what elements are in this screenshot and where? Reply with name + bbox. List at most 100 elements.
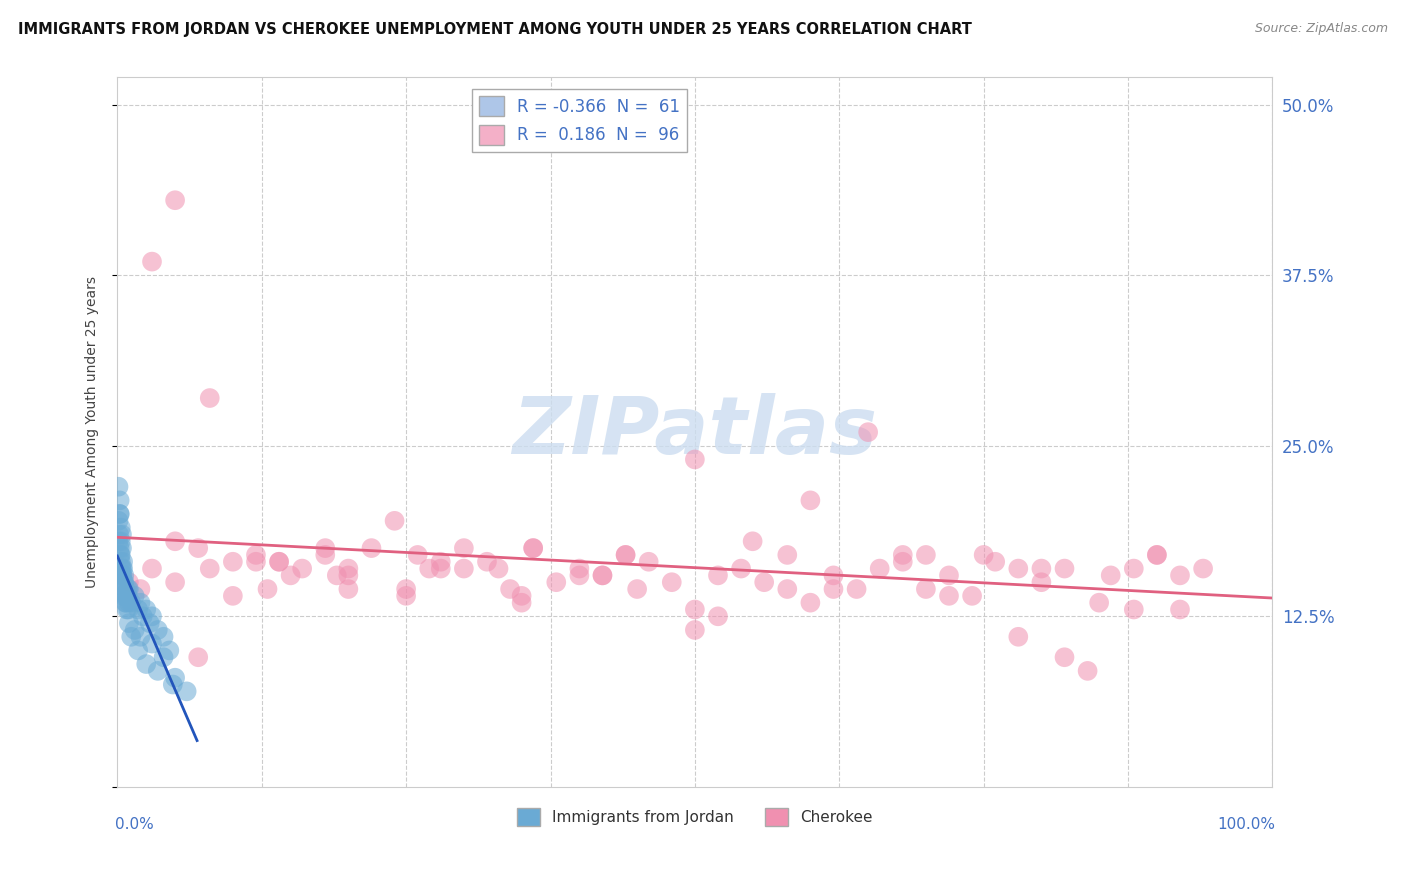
Point <box>114 596 136 610</box>
Point <box>117 602 139 616</box>
Point <box>1122 561 1144 575</box>
Point <box>110 548 132 562</box>
Point <box>245 548 267 562</box>
Point <box>730 561 752 575</box>
Point <box>337 568 360 582</box>
Point <box>117 582 139 596</box>
Point <box>127 602 149 616</box>
Point <box>152 650 174 665</box>
Point <box>280 568 302 582</box>
Point <box>138 616 160 631</box>
Point <box>107 480 129 494</box>
Point <box>146 623 169 637</box>
Point <box>110 521 132 535</box>
Point <box>1168 568 1191 582</box>
Point <box>741 534 763 549</box>
Point <box>546 575 568 590</box>
Point <box>111 561 134 575</box>
Point <box>112 561 135 575</box>
Point <box>1146 548 1168 562</box>
Point <box>915 582 938 596</box>
Point <box>799 596 821 610</box>
Point <box>141 254 163 268</box>
Point <box>110 534 132 549</box>
Point <box>683 452 706 467</box>
Point <box>112 575 135 590</box>
Point <box>973 548 995 562</box>
Point <box>754 575 776 590</box>
Point <box>568 568 591 582</box>
Point <box>115 602 138 616</box>
Point <box>984 555 1007 569</box>
Point <box>337 561 360 575</box>
Point <box>938 589 960 603</box>
Point <box>111 527 134 541</box>
Point <box>661 575 683 590</box>
Point <box>129 630 152 644</box>
Legend: Immigrants from Jordan, Cherokee: Immigrants from Jordan, Cherokee <box>512 802 879 832</box>
Point <box>856 425 879 439</box>
Point <box>1007 630 1029 644</box>
Point <box>395 589 418 603</box>
Point <box>222 589 245 603</box>
Point <box>198 391 221 405</box>
Point <box>115 596 138 610</box>
Point <box>960 589 983 603</box>
Point <box>108 507 131 521</box>
Point <box>314 548 336 562</box>
Point <box>406 548 429 562</box>
Point <box>152 630 174 644</box>
Point <box>111 541 134 555</box>
Point <box>1192 561 1215 575</box>
Point <box>915 548 938 562</box>
Point <box>453 541 475 555</box>
Point <box>124 623 146 637</box>
Point <box>114 589 136 603</box>
Point <box>114 582 136 596</box>
Y-axis label: Unemployment Among Youth under 25 years: Unemployment Among Youth under 25 years <box>86 277 100 588</box>
Point <box>845 582 868 596</box>
Point <box>120 596 142 610</box>
Point <box>510 589 533 603</box>
Point <box>891 555 914 569</box>
Point <box>938 568 960 582</box>
Point <box>162 677 184 691</box>
Point <box>267 555 290 569</box>
Point <box>395 582 418 596</box>
Point <box>1088 596 1111 610</box>
Point <box>337 582 360 596</box>
Point <box>488 561 510 575</box>
Point <box>256 582 278 596</box>
Point <box>118 575 141 590</box>
Point <box>115 589 138 603</box>
Point <box>1053 650 1076 665</box>
Point <box>141 609 163 624</box>
Text: ZIPatlas: ZIPatlas <box>512 393 877 471</box>
Point <box>418 561 440 575</box>
Point <box>112 555 135 569</box>
Point <box>510 596 533 610</box>
Point <box>360 541 382 555</box>
Point <box>141 561 163 575</box>
Point <box>776 582 799 596</box>
Point <box>135 657 157 671</box>
Point <box>129 582 152 596</box>
Point <box>267 555 290 569</box>
Point <box>107 514 129 528</box>
Point <box>112 589 135 603</box>
Point <box>1007 561 1029 575</box>
Point <box>198 561 221 575</box>
Point <box>326 568 349 582</box>
Point <box>637 555 659 569</box>
Point <box>110 548 132 562</box>
Point <box>683 623 706 637</box>
Point <box>522 541 544 555</box>
Point <box>776 548 799 562</box>
Point <box>453 561 475 575</box>
Point <box>165 575 187 590</box>
Point <box>108 541 131 555</box>
Point <box>869 561 891 575</box>
Point <box>823 568 845 582</box>
Point <box>1099 568 1122 582</box>
Point <box>522 541 544 555</box>
